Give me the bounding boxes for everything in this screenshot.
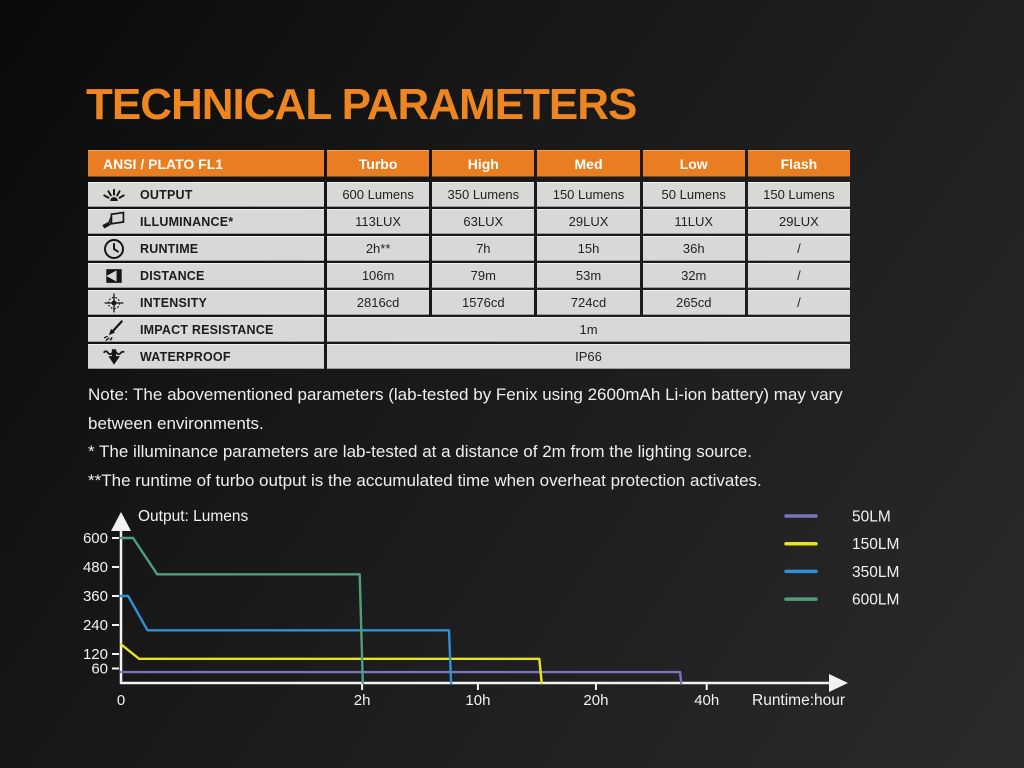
value-cell: 29LUX	[747, 209, 851, 234]
value-cell: 1576cd	[432, 290, 535, 315]
row-label: ILLUMINANCE*	[140, 214, 234, 229]
row-label-cell: INTENSITY	[88, 290, 324, 315]
chart-title: Output: Lumens	[138, 508, 249, 525]
y-tick-label: 360	[83, 588, 108, 605]
y-tick-label: 480	[83, 559, 108, 576]
value-cell: 53m	[537, 263, 640, 288]
y-axis-arrow-icon	[111, 512, 131, 531]
row-label: OUTPUT	[140, 187, 193, 202]
value-cell: 150 Lumens	[747, 182, 851, 207]
note-line: Note: The abovementioned parameters (lab…	[88, 385, 843, 404]
table-header-mode-med: Med	[537, 150, 640, 177]
value-cell: 150 Lumens	[537, 182, 640, 207]
table-header-mode-flash: Flash	[747, 150, 851, 177]
row-label-cell: DISTANCE	[88, 263, 324, 288]
row-label-cell: ILLUMINANCE*	[88, 209, 324, 234]
table-row: INTENSITY 2816cd 1576cd 724cd 265cd /	[88, 290, 851, 315]
note-line: between environments.	[88, 413, 264, 433]
value-cell: 15h	[537, 236, 640, 261]
value-cell: /	[747, 263, 851, 288]
x-axis-arrow-icon	[829, 674, 848, 692]
value-cell: 50 Lumens	[642, 182, 745, 207]
y-tick-label: 240	[83, 617, 108, 634]
x-tick-label: 20h	[583, 692, 608, 709]
y-tick-label: 60	[91, 661, 108, 678]
note-line: * The illuminance parameters are lab-tes…	[88, 442, 752, 461]
value-cell: 106m	[327, 263, 430, 288]
legend-label-50lm: 50LM	[852, 509, 891, 526]
row-label-cell: OUTPUT	[88, 182, 324, 207]
legend-label-150lm: 150LM	[852, 536, 899, 553]
x-tick-label: 10h	[465, 692, 490, 709]
table-row: RUNTIME 2h** 7h 15h 36h /	[88, 236, 851, 261]
value-cell: 2816cd	[327, 290, 430, 315]
note-line: **The runtime of turbo output is the acc…	[88, 470, 762, 490]
row-label-cell: RUNTIME	[88, 236, 324, 261]
x-tick-label: 0	[117, 692, 125, 709]
row-label-cell: WATERPROOF	[88, 344, 324, 369]
table-header-row: ANSI / PLATO FL1 Turbo High Med Low Flash	[88, 150, 851, 177]
x-tick-label: 40h	[694, 692, 719, 709]
table-body: OUTPUT 600 Lumens 350 Lumens 150 Lumens 50 L…	[88, 182, 851, 369]
value-cell: 724cd	[537, 290, 640, 315]
value-cell: 113LUX	[327, 209, 430, 234]
table-row: WATERPROOF IP66	[88, 344, 850, 369]
table-row: IMPACT RESISTANCE 1m	[88, 317, 850, 342]
chart-line-350lm	[119, 594, 453, 685]
spec-table: ANSI / PLATO FL1 Turbo High Med Low Flash OUT…	[88, 150, 851, 369]
value-cell: 2h**	[327, 236, 430, 261]
runtime-icon	[88, 237, 140, 261]
value-cell: 11LUX	[642, 209, 745, 234]
value-cell: 63LUX	[432, 209, 535, 234]
output-icon	[88, 183, 140, 207]
table-header-standard: ANSI / PLATO FL1	[88, 150, 324, 177]
x-axis-label: Runtime:hour	[752, 692, 845, 709]
table-header-mode-high: High	[432, 150, 535, 177]
row-label: INTENSITY	[140, 295, 208, 310]
row-label: IMPACT RESISTANCE	[140, 322, 274, 337]
table-row: OUTPUT 600 Lumens 350 Lumens 150 Lumens 50 L…	[88, 182, 851, 207]
x-tick-label: 2h	[354, 692, 371, 709]
chart-line-150lm	[119, 643, 543, 685]
row-label-cell: IMPACT RESISTANCE	[88, 317, 324, 342]
illuminance-icon	[88, 210, 140, 234]
table-row: ILLUMINANCE* 113LUX 63LUX 29LUX 11LUX 29LUX	[88, 209, 851, 234]
impact-resistance-icon	[88, 318, 140, 342]
value-cell: 29LUX	[537, 209, 640, 234]
chart-line-50lm	[119, 670, 683, 685]
y-tick-label: 600	[83, 530, 108, 547]
value-cell: IP66	[327, 344, 850, 369]
table-header-mode-low: Low	[642, 150, 745, 177]
value-cell: 32m	[642, 263, 745, 288]
footnotes: Note: The abovementioned parameters (lab…	[88, 381, 948, 495]
value-cell: /	[747, 236, 851, 261]
page-title: TECHNICAL PARAMETERS	[86, 80, 637, 129]
row-label: RUNTIME	[140, 241, 199, 256]
chart-line-600lm	[119, 536, 364, 685]
value-cell: /	[747, 290, 851, 315]
row-label: DISTANCE	[140, 268, 205, 283]
value-cell: 79m	[432, 263, 535, 288]
legend-label-350lm: 350LM	[852, 564, 899, 581]
value-cell: 265cd	[642, 290, 745, 315]
legend-label-600lm: 600LM	[852, 592, 899, 609]
row-label: WATERPROOF	[140, 349, 231, 364]
waterproof-icon	[88, 345, 140, 369]
y-tick-label: 120	[83, 646, 108, 663]
table-header-mode-turbo: Turbo	[327, 150, 430, 177]
value-cell: 350 Lumens	[432, 182, 535, 207]
value-cell: 7h	[432, 236, 535, 261]
value-cell: 600 Lumens	[327, 182, 430, 207]
distance-icon	[88, 264, 140, 288]
table-row: DISTANCE 106m 79m 53m 32m /	[88, 263, 851, 288]
intensity-icon	[88, 291, 140, 315]
value-cell: 36h	[642, 236, 745, 261]
value-cell: 1m	[327, 317, 850, 342]
